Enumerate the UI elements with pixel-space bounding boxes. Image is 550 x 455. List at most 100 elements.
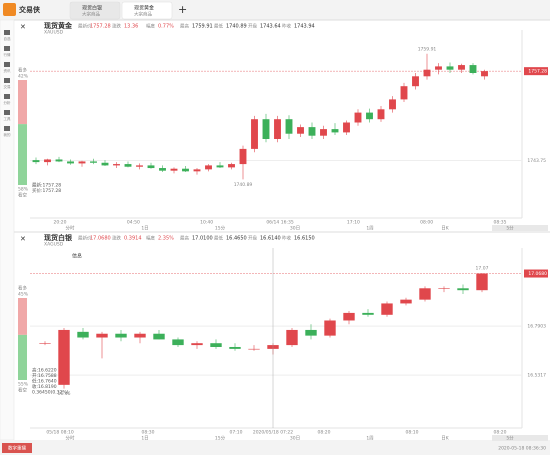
replay-btn[interactable] xyxy=(2,443,32,453)
timeframe[interactable]: 分时 xyxy=(66,225,75,232)
candle-body xyxy=(248,348,260,350)
candle-body xyxy=(67,161,74,164)
candle-body xyxy=(320,129,327,136)
side-label: 分析 xyxy=(4,100,11,105)
candle-body xyxy=(113,164,120,166)
timeframe[interactable]: 30日 xyxy=(290,226,300,232)
stat-label: 昨收 xyxy=(282,235,291,242)
tab[interactable] xyxy=(69,1,121,20)
bear-bar xyxy=(18,124,27,185)
logo-icon xyxy=(3,3,16,16)
stat-value: 1740.89 xyxy=(226,24,247,30)
timeframe[interactable]: 1日 xyxy=(141,436,148,442)
side-label: 工具 xyxy=(4,116,11,121)
side-icon[interactable] xyxy=(4,78,10,83)
status-bar xyxy=(0,440,550,455)
candle-body xyxy=(419,288,431,300)
side-icon[interactable] xyxy=(4,62,10,67)
x-tick-label: 10:40 xyxy=(200,220,213,226)
candle-body xyxy=(331,129,339,133)
stat-value: 1743.94 xyxy=(294,24,315,30)
candle-body xyxy=(96,333,108,338)
close[interactable]: ✕ xyxy=(20,235,26,243)
timeframe[interactable]: 1周 xyxy=(366,436,373,442)
timeframe[interactable]: 15分 xyxy=(215,225,226,232)
timeframe[interactable]: 分时 xyxy=(66,435,75,442)
y-tick-label: 16.5317 xyxy=(527,373,546,379)
timeframe[interactable]: 5分 xyxy=(506,435,514,442)
side-icon[interactable] xyxy=(4,126,10,131)
stat-label: 最高 xyxy=(180,235,189,242)
stat-label: 最新价 xyxy=(78,23,92,30)
stat-label: 最低 xyxy=(214,235,223,242)
candle-body xyxy=(285,119,293,134)
candle-body xyxy=(90,161,97,163)
candle-body xyxy=(39,343,51,344)
candle-body xyxy=(58,329,70,385)
candle-body xyxy=(457,288,469,291)
candle-body xyxy=(286,329,298,346)
side-icon[interactable] xyxy=(4,110,10,115)
x-tick-label: 08:10 xyxy=(406,430,419,436)
candle-body xyxy=(381,303,393,315)
candle-body xyxy=(228,164,235,168)
timeframe[interactable]: 日K xyxy=(441,436,449,442)
low-label: 1740.89 xyxy=(234,182,253,188)
stat-value: 13.36 xyxy=(124,24,138,30)
y-tick-label: 16.7903 xyxy=(527,324,546,330)
add-tab[interactable]: + xyxy=(178,3,187,16)
info-line: 最新:1757.28 xyxy=(32,182,61,189)
timeframe[interactable]: 30日 xyxy=(290,436,300,442)
stat-label: 涨跌 xyxy=(112,23,121,30)
candle-body xyxy=(153,333,165,340)
bull-label: 看多 xyxy=(18,285,27,292)
stat-value: 16.4650 xyxy=(226,236,247,242)
x-tick-label: 07:10 xyxy=(230,430,243,436)
candle-body xyxy=(343,312,355,321)
timeframe[interactable]: 5分 xyxy=(506,225,514,232)
tab-sub: 大宗商品 xyxy=(82,11,100,18)
tab[interactable] xyxy=(121,1,173,20)
close[interactable]: ✕ xyxy=(20,23,26,31)
panel-code: XAGUSD xyxy=(44,242,64,248)
candle-body xyxy=(170,168,178,171)
timeframe[interactable]: 15分 xyxy=(215,435,226,442)
side-label: 我的 xyxy=(4,132,11,137)
bear-pct: 55% xyxy=(18,382,29,388)
timeframe[interactable]: 日K xyxy=(441,226,449,232)
timeframe[interactable]: 1日 xyxy=(141,226,148,232)
candle-body xyxy=(446,66,454,70)
stat-label: 幅度 xyxy=(146,23,155,30)
stat-value: 1759.91 xyxy=(192,24,213,30)
candle-body xyxy=(377,109,385,120)
x-tick-label: 05/18 08:10 xyxy=(46,430,74,436)
candle-body xyxy=(305,329,317,336)
info-line: 收:16.8190 xyxy=(32,383,57,390)
candle-body xyxy=(55,159,63,162)
timeframe[interactable]: 1周 xyxy=(366,226,373,232)
side-label: 资讯 xyxy=(4,68,11,73)
bear-label: 看空 xyxy=(18,387,27,394)
candle-body xyxy=(134,333,146,338)
side-icon[interactable] xyxy=(4,30,10,35)
side-icon[interactable] xyxy=(4,94,10,99)
last-label: 1757.28 xyxy=(528,69,547,75)
candle-body xyxy=(297,127,304,134)
stat-label: 涨跌 xyxy=(112,235,121,242)
candle-body xyxy=(101,162,109,166)
candle-body xyxy=(78,161,86,164)
info-tag[interactable]: 信息 xyxy=(72,253,82,260)
stat-value: 17.0100 xyxy=(192,236,213,242)
candle-body xyxy=(308,127,316,136)
candle-body xyxy=(182,168,189,172)
side-icon[interactable] xyxy=(4,46,10,51)
y-tick-label: 1743.75 xyxy=(527,158,546,164)
panel-name: 现货黄金 xyxy=(44,21,73,30)
last-tag xyxy=(524,269,548,278)
bull-pct: 42% xyxy=(18,74,29,80)
stat-value: 16.6140 xyxy=(260,236,281,242)
bull-pct: 45% xyxy=(18,292,29,298)
info-line: 低:16.7640 xyxy=(32,378,57,385)
bull-bar xyxy=(18,298,27,335)
